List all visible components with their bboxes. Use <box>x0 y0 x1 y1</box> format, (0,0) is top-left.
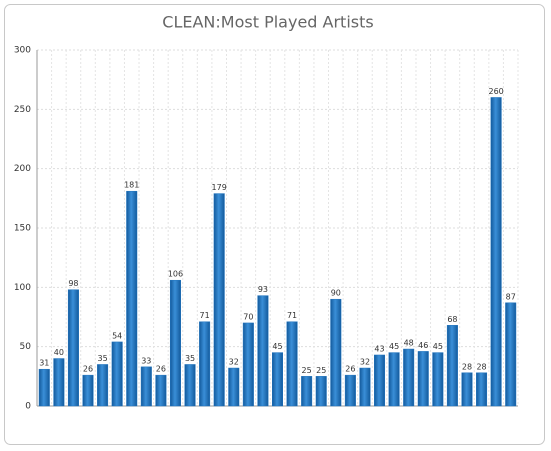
value-label: 71 <box>200 311 210 320</box>
chart-title: CLEAN:Most Played Artists <box>162 13 373 32</box>
value-label: 25 <box>316 366 326 375</box>
value-label: 25 <box>302 366 312 375</box>
y-tick-label: 0 <box>25 402 31 412</box>
bar <box>38 368 50 407</box>
value-label: 179 <box>212 183 227 192</box>
bar <box>97 364 109 407</box>
bar <box>126 190 138 407</box>
bar <box>476 372 488 407</box>
bar <box>461 372 473 407</box>
value-label: 35 <box>185 354 195 363</box>
bar <box>242 322 254 407</box>
bar <box>344 374 356 407</box>
bar <box>315 376 327 407</box>
value-label: 93 <box>258 285 268 294</box>
value-label: 40 <box>54 348 64 357</box>
bar <box>257 295 269 407</box>
value-label: 70 <box>243 312 253 321</box>
value-label: 106 <box>168 270 183 279</box>
y-tick-label: 300 <box>14 46 31 56</box>
bar <box>359 367 371 407</box>
bar <box>169 279 181 407</box>
value-label: 87 <box>506 292 516 301</box>
value-label: 90 <box>331 289 341 298</box>
value-label: 54 <box>112 331 122 340</box>
value-label: 28 <box>462 362 472 371</box>
bar <box>184 364 196 407</box>
value-label: 45 <box>433 342 443 351</box>
bar <box>403 348 415 407</box>
value-label: 68 <box>447 315 457 324</box>
value-label: 181 <box>124 181 139 190</box>
value-label: 43 <box>374 344 384 353</box>
y-tick-label: 200 <box>14 164 31 174</box>
y-tick-label: 150 <box>14 224 31 234</box>
value-label: 31 <box>39 359 49 368</box>
bar <box>505 302 517 407</box>
y-tick-label: 250 <box>14 105 31 115</box>
bar <box>286 321 298 407</box>
value-label: 260 <box>488 87 503 96</box>
value-label: 71 <box>287 311 297 320</box>
bar <box>330 298 342 407</box>
value-label: 26 <box>156 365 166 374</box>
value-label: 45 <box>389 342 399 351</box>
value-label: 48 <box>404 339 414 348</box>
bar <box>374 354 386 407</box>
value-label: 32 <box>229 358 239 367</box>
bar <box>213 193 225 407</box>
bar <box>446 325 458 407</box>
bar <box>140 366 152 407</box>
bar <box>111 341 123 407</box>
value-label: 45 <box>272 342 282 351</box>
bar <box>199 321 211 407</box>
bar <box>272 352 283 407</box>
value-label: 28 <box>476 362 486 371</box>
bar <box>432 352 444 407</box>
value-label: 32 <box>360 358 370 367</box>
value-label: 26 <box>83 365 93 374</box>
bar <box>417 351 429 407</box>
value-label: 33 <box>141 356 151 365</box>
bar <box>53 358 65 407</box>
bar <box>388 352 400 407</box>
value-label: 35 <box>97 354 107 363</box>
y-tick-label: 100 <box>14 283 31 293</box>
bar <box>82 374 94 407</box>
value-label: 98 <box>68 279 78 288</box>
y-tick-label: 50 <box>20 342 32 352</box>
bar <box>67 289 79 407</box>
value-label: 46 <box>418 341 428 350</box>
bar <box>155 374 167 407</box>
bar <box>301 376 313 407</box>
bar <box>490 97 502 407</box>
bar <box>228 367 240 407</box>
value-label: 26 <box>345 365 355 374</box>
